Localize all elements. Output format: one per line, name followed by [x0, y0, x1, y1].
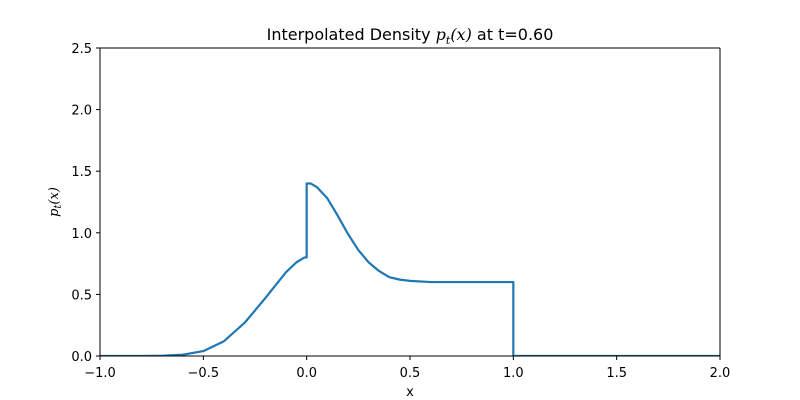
- series-line-0: [100, 182, 720, 356]
- chart-title: Interpolated Density pt(x) at t=0.60: [267, 25, 554, 47]
- x-tick-label: −0.5: [188, 366, 220, 381]
- x-tick-label: 0.5: [400, 366, 421, 381]
- y-tick-label: 1.5: [71, 165, 92, 180]
- y-tick-label: 0.0: [71, 350, 92, 365]
- y-tick-label: 0.5: [71, 288, 92, 303]
- x-tick-label: −1.0: [84, 366, 116, 381]
- y-tick-label: 2.0: [71, 104, 92, 119]
- x-tick-label: 1.5: [606, 366, 627, 381]
- plot-area: −1.0 −0.5 0.0 0.5 1.0 1.5 2.0 0.0 0.5 1.0 1.5 2.0 2.…: [71, 42, 730, 381]
- y-axis-label: pt(x): [47, 187, 64, 217]
- y-tick-label: 2.5: [71, 42, 92, 57]
- x-tick-label: 0.0: [296, 366, 317, 381]
- x-axis-label: x: [406, 385, 414, 400]
- x-tick-label: 1.0: [503, 366, 524, 381]
- x-tick-label: 2.0: [710, 366, 731, 381]
- y-tick-label: 1.0: [71, 227, 92, 242]
